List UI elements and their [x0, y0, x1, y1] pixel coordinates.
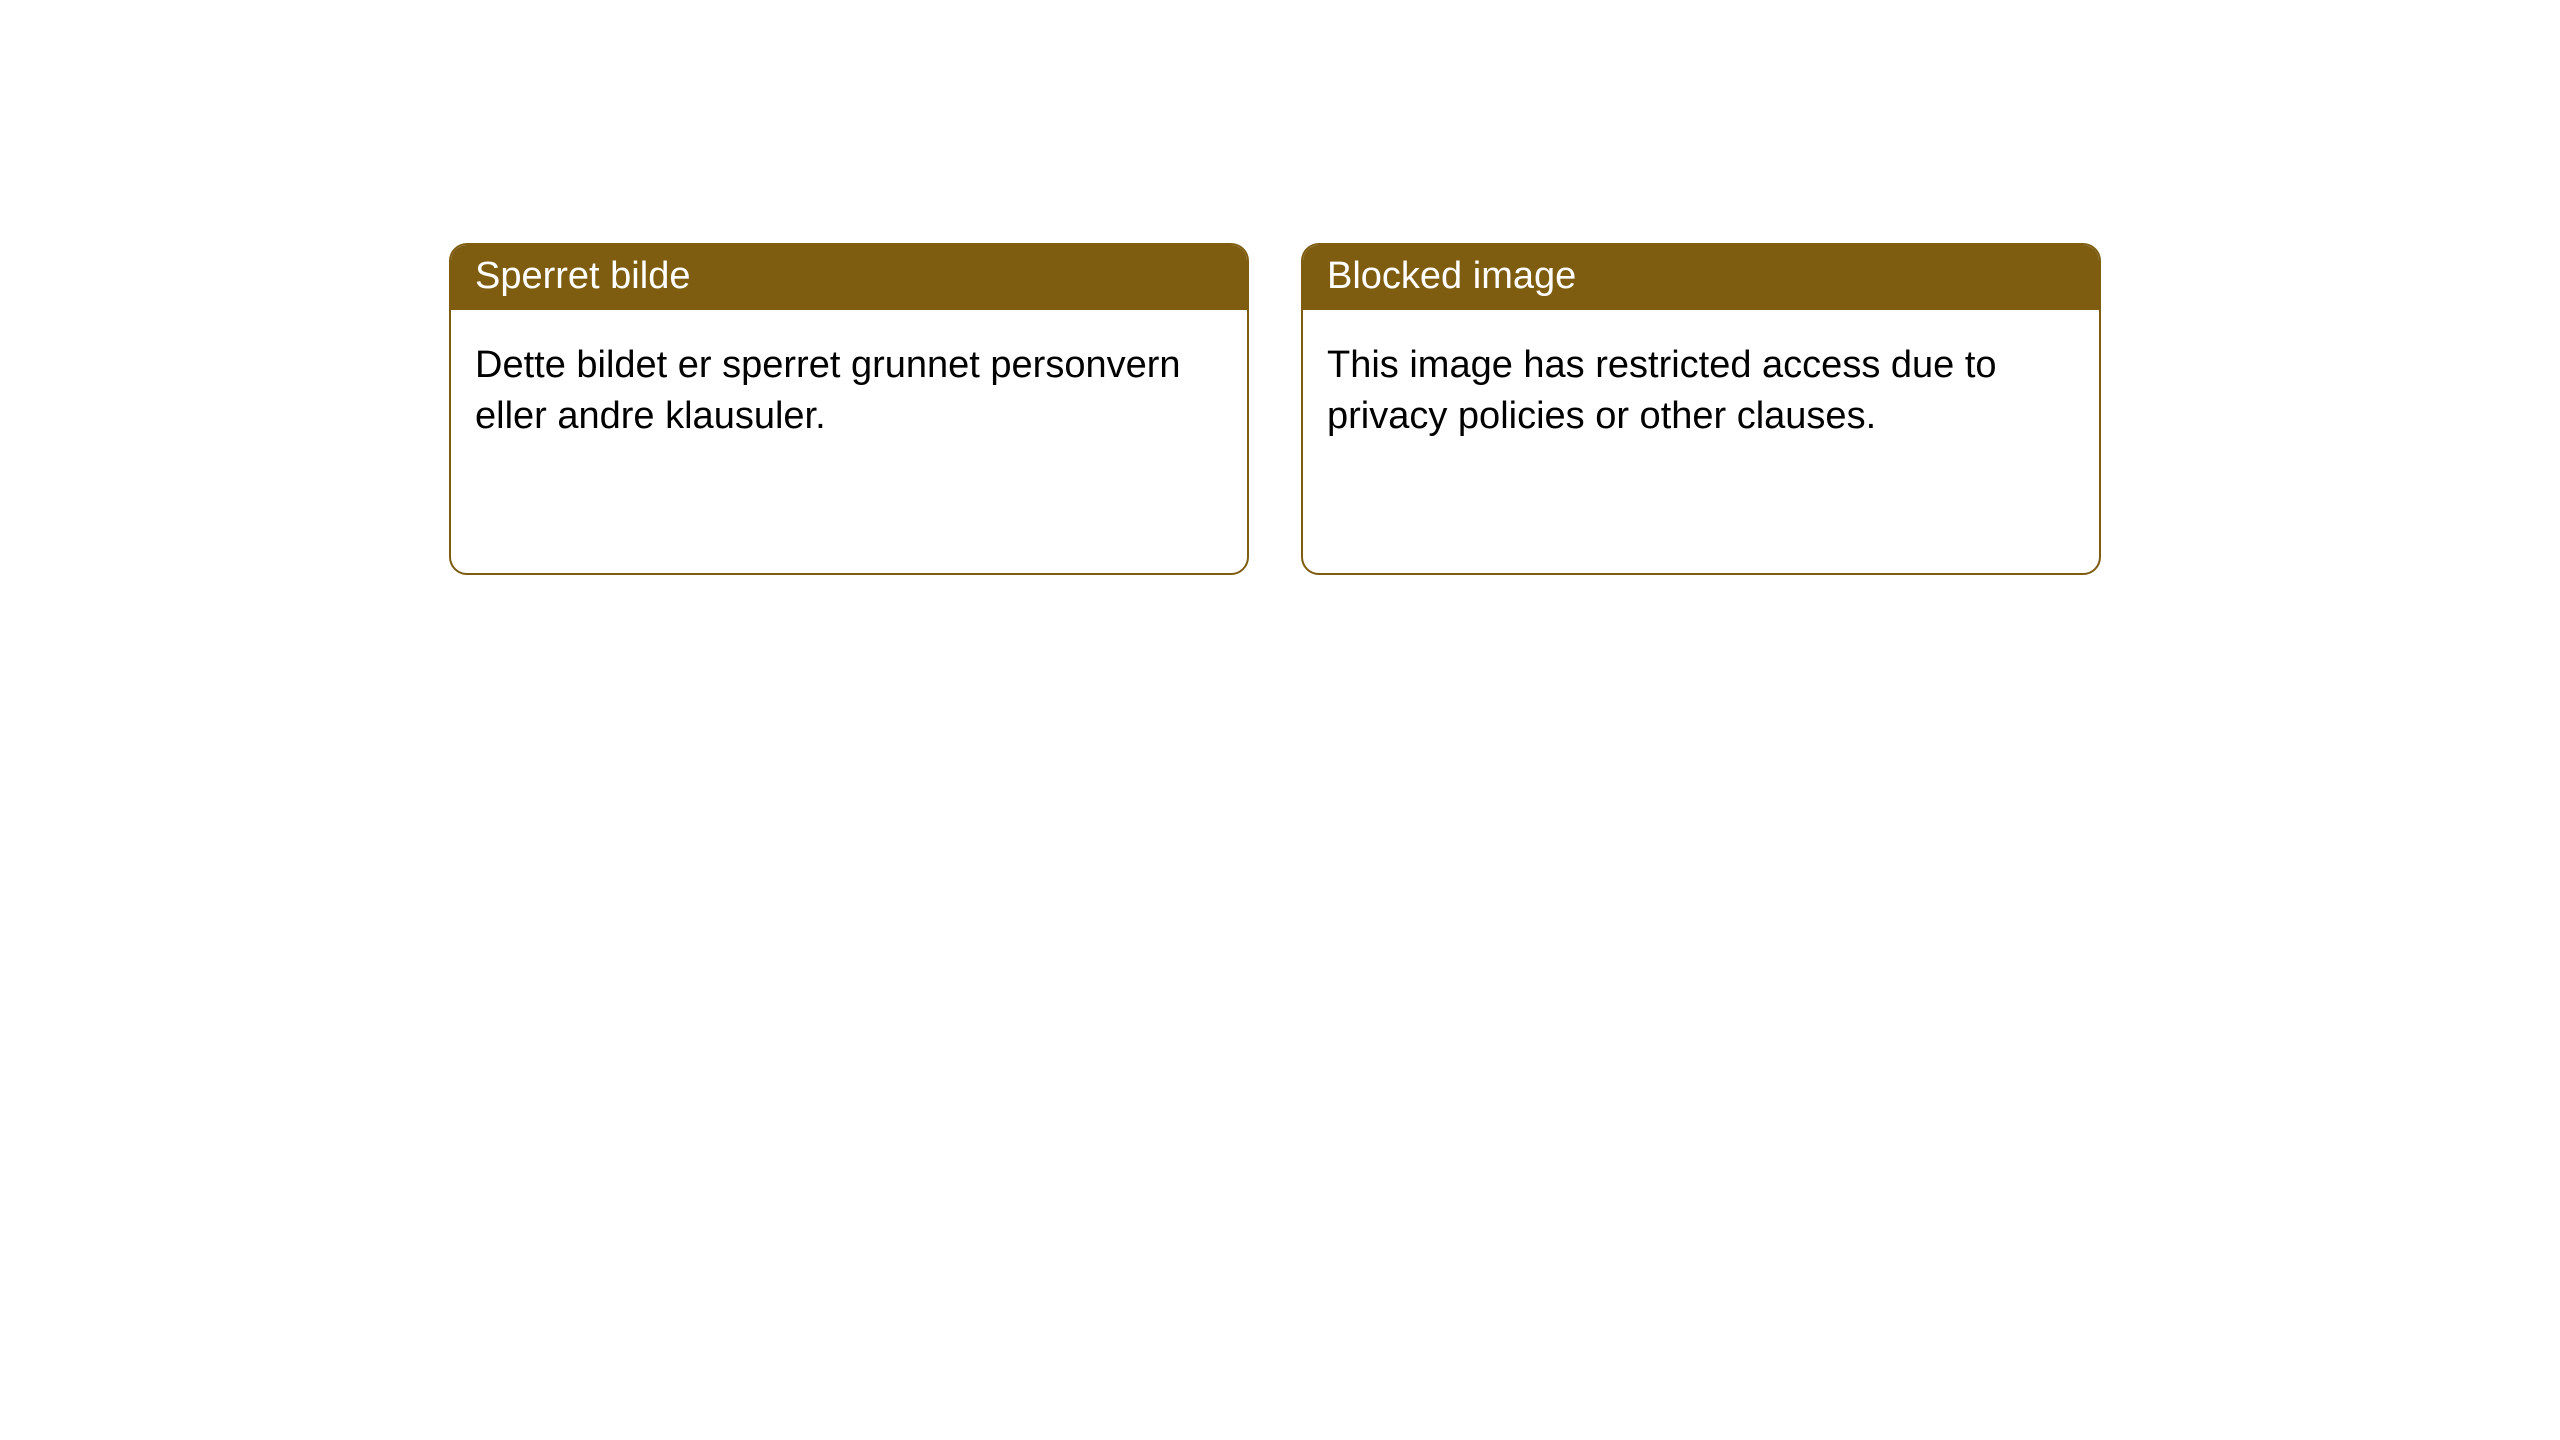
notice-title-en: Blocked image [1303, 245, 2099, 310]
notice-card-no: Sperret bilde Dette bildet er sperret gr… [449, 243, 1249, 575]
notice-body-en: This image has restricted access due to … [1303, 310, 2099, 473]
notice-body-no: Dette bildet er sperret grunnet personve… [451, 310, 1247, 473]
notice-card-en: Blocked image This image has restricted … [1301, 243, 2101, 575]
notice-container: Sperret bilde Dette bildet er sperret gr… [449, 243, 2101, 575]
notice-title-no: Sperret bilde [451, 245, 1247, 310]
